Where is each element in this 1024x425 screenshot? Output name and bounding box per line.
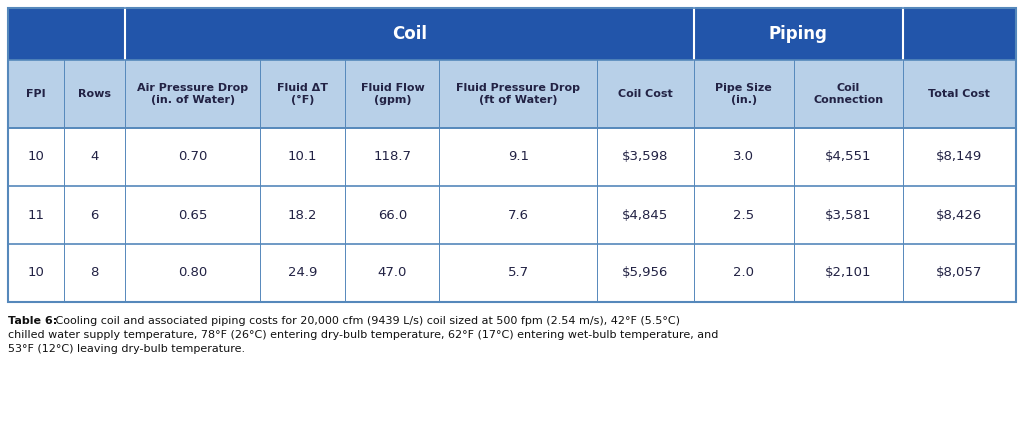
Text: Coil
Connection: Coil Connection — [813, 83, 884, 105]
Text: Fluid ΔT
(°F): Fluid ΔT (°F) — [278, 83, 329, 105]
Text: 7.6: 7.6 — [508, 209, 529, 221]
Text: 2.0: 2.0 — [733, 266, 755, 280]
Text: 47.0: 47.0 — [378, 266, 408, 280]
Text: 10: 10 — [28, 266, 44, 280]
Bar — [8, 128, 1016, 186]
Text: 9.1: 9.1 — [508, 150, 529, 164]
Text: $2,101: $2,101 — [825, 266, 871, 280]
Text: 118.7: 118.7 — [374, 150, 412, 164]
Text: $8,426: $8,426 — [936, 209, 983, 221]
Text: 0.80: 0.80 — [178, 266, 207, 280]
Text: Total Cost: Total Cost — [929, 89, 990, 99]
Text: $5,956: $5,956 — [623, 266, 669, 280]
Text: 66.0: 66.0 — [378, 209, 407, 221]
Text: 18.2: 18.2 — [288, 209, 317, 221]
Text: Cooling coil and associated piping costs for 20,000 cfm (9439 L/s) coil sized at: Cooling coil and associated piping costs… — [52, 316, 680, 326]
Text: 0.65: 0.65 — [178, 209, 208, 221]
Text: Rows: Rows — [78, 89, 111, 99]
Bar — [8, 186, 1016, 244]
Text: 4: 4 — [90, 150, 98, 164]
Bar — [8, 8, 1016, 60]
Text: FPI: FPI — [26, 89, 46, 99]
Text: Fluid Flow
(gpm): Fluid Flow (gpm) — [360, 83, 424, 105]
Text: 5.7: 5.7 — [508, 266, 529, 280]
Bar — [8, 244, 1016, 302]
Text: Coil: Coil — [392, 25, 427, 43]
Text: Coil Cost: Coil Cost — [618, 89, 673, 99]
Text: 24.9: 24.9 — [288, 266, 317, 280]
Text: 6: 6 — [90, 209, 98, 221]
Text: Table 6:: Table 6: — [8, 316, 57, 326]
Text: $8,149: $8,149 — [936, 150, 983, 164]
Text: $4,551: $4,551 — [825, 150, 871, 164]
Text: $3,581: $3,581 — [825, 209, 871, 221]
Text: Piping: Piping — [769, 25, 827, 43]
Text: $8,057: $8,057 — [936, 266, 983, 280]
Text: $4,845: $4,845 — [623, 209, 669, 221]
Text: 3.0: 3.0 — [733, 150, 755, 164]
Text: 0.70: 0.70 — [178, 150, 208, 164]
Text: 11: 11 — [28, 209, 44, 221]
Text: 53°F (12°C) leaving dry-bulb temperature.: 53°F (12°C) leaving dry-bulb temperature… — [8, 344, 245, 354]
Text: Pipe Size
(in.): Pipe Size (in.) — [716, 83, 772, 105]
Bar — [8, 8, 1016, 302]
Bar — [8, 60, 1016, 128]
Text: Air Pressure Drop
(in. of Water): Air Pressure Drop (in. of Water) — [137, 83, 248, 105]
Text: $3,598: $3,598 — [623, 150, 669, 164]
Text: 2.5: 2.5 — [733, 209, 755, 221]
Text: 8: 8 — [90, 266, 98, 280]
Text: Fluid Pressure Drop
(ft of Water): Fluid Pressure Drop (ft of Water) — [457, 83, 581, 105]
Text: 10.1: 10.1 — [288, 150, 317, 164]
Text: chilled water supply temperature, 78°F (26°C) entering dry-bulb temperature, 62°: chilled water supply temperature, 78°F (… — [8, 330, 719, 340]
Text: 10: 10 — [28, 150, 44, 164]
